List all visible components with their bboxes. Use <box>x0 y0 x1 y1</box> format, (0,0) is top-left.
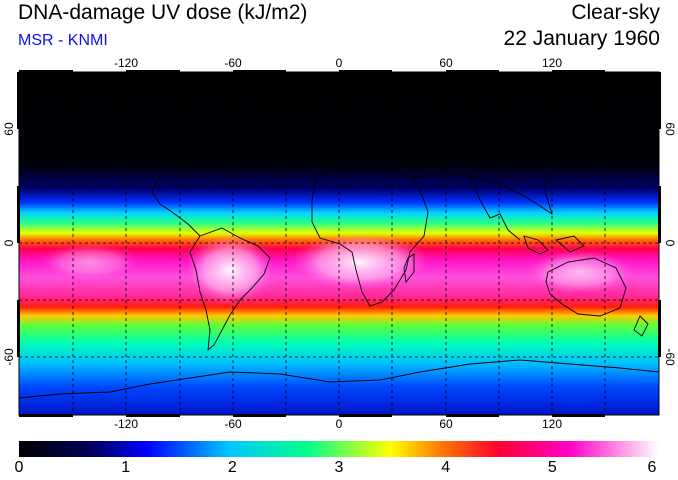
lon-label-top: -60 <box>224 56 242 70</box>
lat-label-left: 0 <box>2 239 16 246</box>
lon-label-top: -120 <box>114 56 138 70</box>
lat-labels-left: 60 0 -60 <box>2 122 16 366</box>
colorbar-tick-label: 6 <box>647 459 657 476</box>
lon-label-bottom: 60 <box>439 417 453 431</box>
colorbar-tick-label: 3 <box>334 459 344 476</box>
lat-label-left: -60 <box>2 348 16 366</box>
colorbar <box>19 441 659 457</box>
colorbar-tick-label: 5 <box>547 459 557 476</box>
lon-label-bottom: 120 <box>542 417 562 431</box>
coastlines <box>19 99 659 399</box>
lon-label-bottom: -60 <box>224 417 242 431</box>
map-title: DNA-damage UV dose (kJ/m2) <box>18 1 308 24</box>
lat-label-right: 60 <box>663 122 677 136</box>
colorbar-tick-label: 4 <box>441 459 451 476</box>
lon-label-top: 60 <box>439 56 453 70</box>
lat-label-left: 60 <box>2 122 16 136</box>
lon-label-bottom: 0 <box>336 417 343 431</box>
lon-labels-bottom: -120 -60 0 60 120 <box>114 417 562 431</box>
lat-label-right: 0 <box>663 240 677 247</box>
sky-condition-label: Clear-sky <box>571 1 660 24</box>
lat-label-right: -60 <box>663 348 677 366</box>
lon-label-top: 0 <box>336 56 343 70</box>
map-frame <box>17 70 661 417</box>
lon-labels-top: -120 -60 0 60 120 <box>114 56 562 70</box>
colorbar-tick-label: 0 <box>14 459 24 476</box>
colorbar-tick-label: 1 <box>121 459 131 476</box>
colorbar-tick-label: 2 <box>227 459 237 476</box>
date-label: 22 January 1960 <box>503 27 660 50</box>
source-label: MSR - KNMI <box>18 32 108 49</box>
lon-label-bottom: -120 <box>114 417 138 431</box>
graticule <box>19 72 659 415</box>
lat-labels-right: 60 0 -60 <box>663 122 677 366</box>
lon-label-top: 120 <box>542 56 562 70</box>
